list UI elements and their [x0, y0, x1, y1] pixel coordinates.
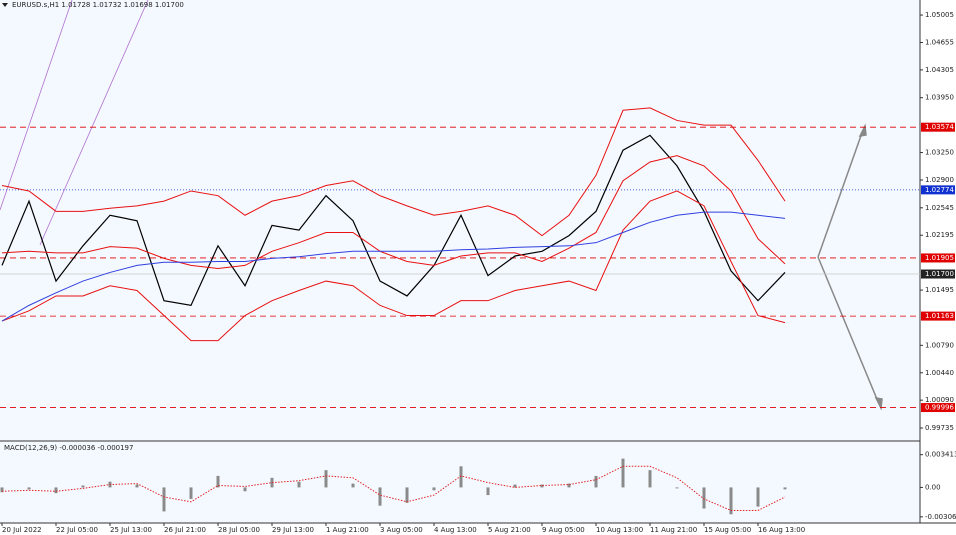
price-tag-label: 1.03574	[925, 123, 954, 131]
x-tick-label: 9 Aug 05:00	[542, 526, 585, 534]
menu-icon[interactable]	[2, 3, 8, 7]
arrow-head	[858, 123, 867, 137]
x-tick-label: 15 Aug 05:00	[704, 526, 751, 534]
y-tick-label: 1.00790	[925, 341, 954, 349]
x-tick-label: 26 Jul 21:00	[164, 526, 206, 534]
x-tick-label: 25 Jul 13:00	[110, 526, 152, 534]
forecast-arrows	[817, 123, 883, 411]
x-tick-label: 20 Jul 2022	[2, 526, 42, 534]
x-tick-label: 16 Aug 13:00	[758, 526, 805, 534]
macd-bar	[783, 487, 787, 490]
price-tag-label: 1.01163	[925, 312, 954, 320]
y-tick-label: 1.04305	[925, 66, 954, 74]
macd-bar	[297, 481, 301, 488]
y-tick-label: 1.02195	[925, 231, 954, 239]
price-tag	[921, 122, 955, 132]
price-tag	[921, 185, 955, 195]
indicator-line	[1, 107, 786, 237]
price-tag-label: 1.01700	[925, 270, 954, 278]
macd-bar	[648, 470, 652, 488]
price-tag	[921, 311, 955, 321]
x-tick-label: 5 Aug 21:00	[488, 526, 531, 534]
macd-bar	[756, 487, 760, 507]
x-tick-label: 22 Jul 05:00	[56, 526, 98, 534]
y-tick-label: 1.04655	[925, 38, 954, 46]
macd-bar	[378, 487, 382, 506]
macd-bar	[135, 484, 139, 488]
price-tag	[921, 403, 955, 413]
price-tag-label: 1.02774	[925, 186, 954, 194]
macd-bar	[27, 487, 31, 490]
macd-bar	[189, 487, 193, 499]
macd-bar	[567, 483, 571, 488]
macd-bar	[351, 483, 355, 488]
x-tick-label: 28 Jul 05:00	[218, 526, 260, 534]
macd-bar	[459, 466, 463, 488]
arrow-line	[817, 256, 880, 405]
y-tick-label: 1.00440	[925, 369, 954, 377]
macd-bar	[216, 475, 220, 488]
macd-bar	[432, 487, 436, 491]
macd-bar	[702, 487, 706, 509]
macd-bar	[270, 477, 274, 488]
y-tick-label: 1.00090	[925, 396, 954, 404]
price-tag	[921, 253, 955, 263]
y-tick-label: 1.03250	[925, 149, 954, 157]
indicator-line	[1, 155, 786, 270]
indicator-line	[1, 190, 786, 342]
indicator-line	[1, 211, 786, 322]
x-tick-label: 4 Aug 13:00	[434, 526, 477, 534]
plot-background	[0, 0, 920, 523]
price-tag-label: 0.99996	[925, 404, 954, 412]
y-tick-label: 0.00	[925, 483, 941, 491]
macd-bar	[513, 484, 517, 488]
x-tick-label: 1 Aug 21:00	[326, 526, 369, 534]
x-tick-label: 29 Jul 13:00	[272, 526, 314, 534]
y-tick-label: 1.05005	[925, 11, 954, 19]
price-tag	[921, 269, 955, 279]
trend-line	[39, 0, 149, 246]
macd-bar	[324, 470, 328, 488]
y-tick-label: 1.03950	[925, 94, 954, 102]
price-line	[1, 134, 786, 307]
macd-bar	[729, 487, 733, 515]
y-tick-label: 0.99735	[925, 424, 954, 432]
macd-header: MACD(12,26,9) -0.000036 -0.000197	[4, 444, 133, 452]
y-tick-label: 1.02545	[925, 204, 954, 212]
y-tick-label: 1.01495	[925, 286, 954, 294]
macd-bar	[81, 485, 85, 488]
y-tick-label: 0.003413	[925, 451, 956, 459]
macd-bar	[675, 487, 679, 489]
y-tick-label: 1.02900	[925, 176, 954, 184]
y-tick-label: -0.003065	[925, 513, 956, 521]
macd-bar	[405, 487, 409, 503]
macd-bar	[243, 487, 247, 492]
x-tick-label: 11 Aug 21:00	[650, 526, 697, 534]
macd-bar	[621, 458, 625, 488]
macd-bar	[162, 487, 166, 512]
macd-bar	[486, 487, 490, 496]
macd-bar	[594, 475, 598, 488]
arrow-head	[874, 397, 883, 411]
macd-bar	[54, 487, 58, 494]
signal-line	[1, 465, 786, 511]
x-tick-label: 3 Aug 05:00	[380, 526, 423, 534]
trend-line	[0, 0, 73, 211]
price-tag-label: 1.01905	[925, 254, 954, 262]
macd-bar	[0, 487, 4, 493]
symbol-header: EURUSD.s,H1 1.01728 1.01732 1.01698 1.01…	[12, 1, 184, 9]
arrow-line	[817, 129, 864, 258]
x-tick-label: 10 Aug 13:00	[596, 526, 643, 534]
macd-bar	[540, 484, 544, 488]
